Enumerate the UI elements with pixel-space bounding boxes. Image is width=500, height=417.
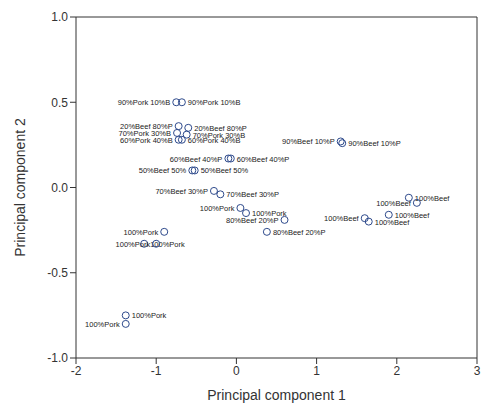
svg-text:20%Beef 80%P: 20%Beef 80%P [120, 122, 173, 132]
svg-text:90%Pork 10%B: 90%Pork 10%B [188, 98, 241, 107]
svg-text:50%Beef 50%: 50%Beef 50% [201, 166, 249, 175]
svg-text:100%Pork: 100%Pork [116, 240, 151, 249]
svg-text:80%Beef 20%P: 80%Beef 20%P [226, 216, 279, 225]
svg-text:20%Beef 80%P: 20%Beef 80%P [194, 123, 247, 133]
svg-text:100%Beef: 100%Beef [414, 193, 450, 203]
svg-text:-1: -1 [151, 364, 162, 378]
svg-text:90%Beef 10%P: 90%Beef 10%P [348, 139, 401, 148]
svg-text:Principal component 1: Principal component 1 [207, 387, 346, 403]
svg-text:70%Beef 30%P: 70%Beef 30%P [226, 190, 279, 199]
svg-text:-0.5: -0.5 [47, 266, 68, 280]
svg-text:100%Beef: 100%Beef [394, 210, 430, 220]
svg-text:100%Beef: 100%Beef [324, 214, 360, 223]
svg-text:100%Pork: 100%Pork [132, 311, 167, 320]
svg-text:80%Beef 20%P: 80%Beef 20%P [273, 228, 326, 237]
svg-text:70%Pork 30%B: 70%Pork 30%B [118, 128, 172, 138]
svg-text:0: 0 [233, 364, 240, 378]
svg-text:60%Pork 40%B: 60%Pork 40%B [188, 136, 241, 145]
svg-text:3: 3 [474, 364, 481, 378]
svg-text:70%Beef 30%P: 70%Beef 30%P [155, 187, 208, 196]
svg-text:100%Beef: 100%Beef [375, 218, 411, 227]
svg-text:100%Pork: 100%Pork [150, 240, 185, 249]
svg-text:90%Pork 10%B: 90%Pork 10%B [118, 98, 171, 107]
svg-text:100%Pork: 100%Pork [252, 209, 287, 219]
svg-text:-2: -2 [71, 364, 82, 378]
svg-text:60%Beef 40%P: 60%Beef 40%P [237, 155, 290, 164]
svg-text:60%Pork 40%B: 60%Pork 40%B [120, 136, 173, 145]
svg-text:1: 1 [313, 364, 320, 378]
svg-text:100%Pork: 100%Pork [200, 204, 235, 213]
svg-text:50%Beef 50%: 50%Beef 50% [139, 166, 187, 175]
svg-text:0.0: 0.0 [51, 181, 68, 195]
svg-text:-1.0: -1.0 [47, 351, 68, 365]
svg-text:Principal component 2: Principal component 2 [12, 118, 28, 257]
svg-text:100%Pork: 100%Pork [124, 228, 159, 237]
svg-text:100%Pork: 100%Pork [85, 320, 120, 329]
svg-text:0.5: 0.5 [51, 96, 68, 110]
svg-text:90%Beef 10%P: 90%Beef 10%P [282, 137, 335, 146]
svg-text:2: 2 [393, 364, 400, 378]
svg-text:60%Beef 40%P: 60%Beef 40%P [170, 155, 223, 164]
svg-text:100%Beef: 100%Beef [376, 199, 412, 208]
svg-text:1.0: 1.0 [51, 10, 68, 24]
